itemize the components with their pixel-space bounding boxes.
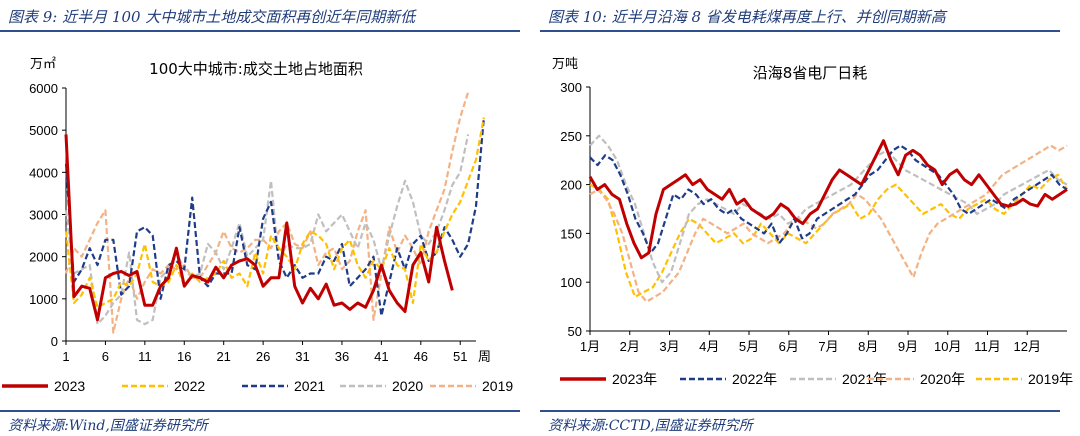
legend-label-2019: 2019 <box>482 378 513 394</box>
y-axis-unit: 万㎡ <box>30 57 56 72</box>
left-chart-panel: 图表 9: 近半月 100 大中城市土地成交面积再创近年同期新低 0 1000 20… <box>0 0 540 435</box>
x-tick-label: 31 <box>295 349 309 364</box>
left-figure-header: 图表 9: 近半月 100 大中城市土地成交面积再创近年同期新低 <box>0 0 520 32</box>
x-tick-label: 36 <box>335 349 349 364</box>
x-tick-label: 26 <box>256 349 270 364</box>
x-tick-label: 8月 <box>858 339 878 354</box>
x-tick-label: 41 <box>374 349 388 364</box>
series-line-2022年 <box>589 144 1068 254</box>
x-tick-label: 2月 <box>620 339 640 354</box>
y-tick-label: 150 <box>560 226 582 241</box>
y-tick-label: 200 <box>560 178 582 193</box>
series-line-2020年 <box>589 144 1068 303</box>
right-figure-title: 图表 10: 近半月沿海 8 省发电耗煤再度上行、并创同期新高 <box>548 8 946 26</box>
legend-label-2021: 2021 <box>294 378 325 394</box>
x-tick-label: 6 <box>102 349 109 364</box>
x-tick-label: 4月 <box>699 339 719 354</box>
series-line-2021年 <box>589 134 1068 284</box>
y-tick-label: 1000 <box>29 292 58 307</box>
y-tick-label: 0 <box>51 334 58 349</box>
y-axis-unit: 万吨 <box>552 57 578 72</box>
x-tick-label: 12月 <box>1014 339 1041 354</box>
left-source-note: 资料来源:Wind,国盛证券研究所 <box>8 418 208 434</box>
y-tick-label: 2000 <box>29 250 58 265</box>
series-line-2022 <box>64 117 485 309</box>
x-tick-label: 9月 <box>898 339 918 354</box>
legend-label-2022: 2022 <box>174 378 205 394</box>
series-line-2023年 <box>588 139 1068 260</box>
y-tick-label: 4000 <box>29 165 58 180</box>
left-figure-title: 图表 9: 近半月 100 大中城市土地成交面积再创近年同期新低 <box>8 8 416 26</box>
legend-label-2023年: 2023年 <box>612 371 657 387</box>
x-tick-label: 10月 <box>934 339 961 354</box>
right-figure-header: 图表 10: 近半月沿海 8 省发电耗煤再度上行、并创同期新高 <box>540 0 1060 32</box>
legend-label-2020年: 2020年 <box>920 371 965 387</box>
x-tick-label: 7月 <box>818 339 838 354</box>
x-tick-label: 1 <box>62 349 69 364</box>
right-figure-footer: 资料来源:CCTD,国盛证券研究所 <box>540 410 1060 436</box>
y-tick-label: 6000 <box>29 81 58 96</box>
legend-label-2019年: 2019年 <box>1028 371 1073 387</box>
x-tick-label: 21 <box>216 349 230 364</box>
x-tick-label: 11 <box>138 349 152 364</box>
y-tick-label: 50 <box>568 324 582 339</box>
y-tick-label: 300 <box>560 80 582 95</box>
left-figure-footer: 资料来源:Wind,国盛证券研究所 <box>0 410 520 436</box>
chart-title: 沿海8省电厂日耗 <box>753 64 868 82</box>
x-tick-label: 11月 <box>974 339 1001 354</box>
legend-label-2022年: 2022年 <box>732 371 777 387</box>
series-line-2021 <box>64 117 485 317</box>
series-line-2023 <box>64 134 454 322</box>
x-tick-label: 46 <box>414 349 428 364</box>
y-tick-label: 250 <box>560 129 582 144</box>
x-tick-label: 3月 <box>659 339 679 354</box>
y-tick-label: 100 <box>560 275 582 290</box>
x-tick-label: 5月 <box>739 339 759 354</box>
x-axis-unit: 周 <box>478 350 491 365</box>
chart-title: 100大中城市:成交土地占地面积 <box>149 60 363 78</box>
right-chart: 50 100 150 200 250 300 1月 2月 3月 4月 5月 6月 7月 8月 9月 10月 11… <box>552 57 1073 387</box>
legend-label-2021年: 2021年 <box>842 371 887 387</box>
right-chart-panel: 图表 10: 近半月沿海 8 省发电耗煤再度上行、并创同期新高 50 100 150… <box>540 0 1080 435</box>
legend-label-2020: 2020 <box>392 378 423 394</box>
right-source-note: 资料来源:CCTD,国盛证券研究所 <box>548 418 753 434</box>
x-tick-label: 6月 <box>779 339 799 354</box>
x-tick-label: 51 <box>453 349 467 364</box>
y-tick-label: 5000 <box>29 123 58 138</box>
legend-label-2023: 2023 <box>54 378 85 394</box>
x-tick-label: 16 <box>177 349 191 364</box>
x-tick-label: 1月 <box>580 339 600 354</box>
y-tick-label: 3000 <box>29 208 58 223</box>
